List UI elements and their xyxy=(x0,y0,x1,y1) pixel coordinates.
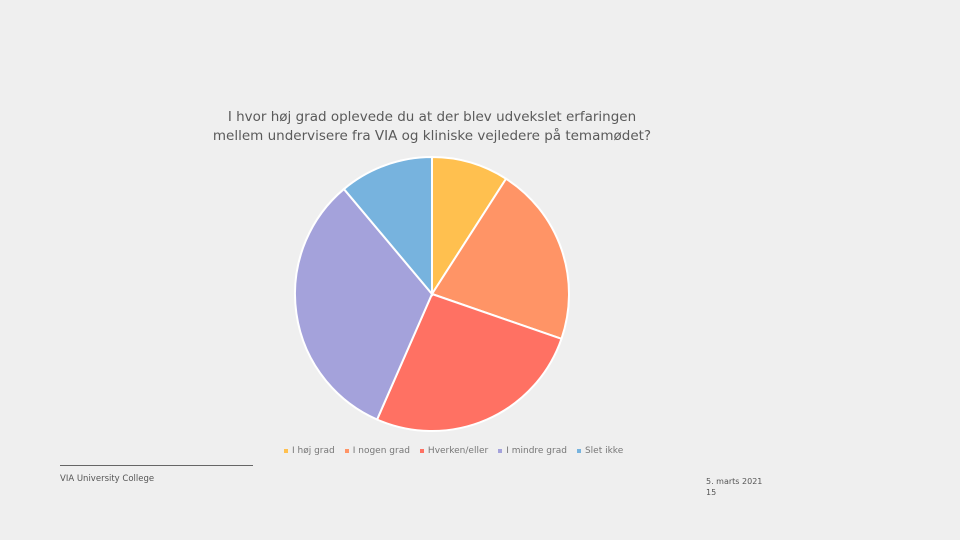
legend-label: Slet ikke xyxy=(584,446,624,456)
legend-label: I mindre grad xyxy=(506,446,567,456)
legend-item-slet-ikke: Slet ikke xyxy=(576,446,624,456)
organization-name: VIA University College xyxy=(60,474,155,484)
legend-item-i-mindre-grad: I mindre grad xyxy=(498,446,567,456)
legend-label: I høj grad xyxy=(292,446,335,456)
chart-title: I hvor høj grad oplevede du at der blev … xyxy=(200,108,664,146)
legend-item-hverken-eller: Hverken/eller xyxy=(419,446,489,456)
chart-title-line-2: mellem undervisere fra VIA og kliniske v… xyxy=(212,128,652,144)
slide-date: 5. marts 2021 xyxy=(706,477,763,486)
legend-item-i-hoej-grad: I høj grad xyxy=(284,446,335,456)
legend-swatch xyxy=(498,449,503,453)
legend-label: I nogen grad xyxy=(352,446,410,456)
legend-swatch xyxy=(284,449,288,453)
chart-legend: I høj grad I nogen grad Hverken/eller I … xyxy=(284,446,623,456)
pie-slice-i-høj-grad xyxy=(431,155,508,298)
chart-title-line-1: I hvor høj grad oplevede du at der blev … xyxy=(227,109,637,125)
pie-slice-i-mindre-grad xyxy=(294,187,434,421)
footer-divider xyxy=(60,465,253,466)
pie-slice-i-nogen-grad xyxy=(430,177,570,341)
slide-meta: 5. marts 2021 15 xyxy=(706,476,762,498)
legend-swatch xyxy=(419,449,424,453)
legend-label: Hverken/eller xyxy=(427,446,489,456)
legend-swatch xyxy=(344,449,349,453)
pie-slice-hverken-eller xyxy=(375,292,563,432)
legend-item-i-nogen-grad: I nogen grad xyxy=(344,446,410,456)
slide-number: 15 xyxy=(706,488,717,497)
legend-swatch xyxy=(576,449,581,453)
pie-slice-slet-ikke xyxy=(342,155,433,297)
